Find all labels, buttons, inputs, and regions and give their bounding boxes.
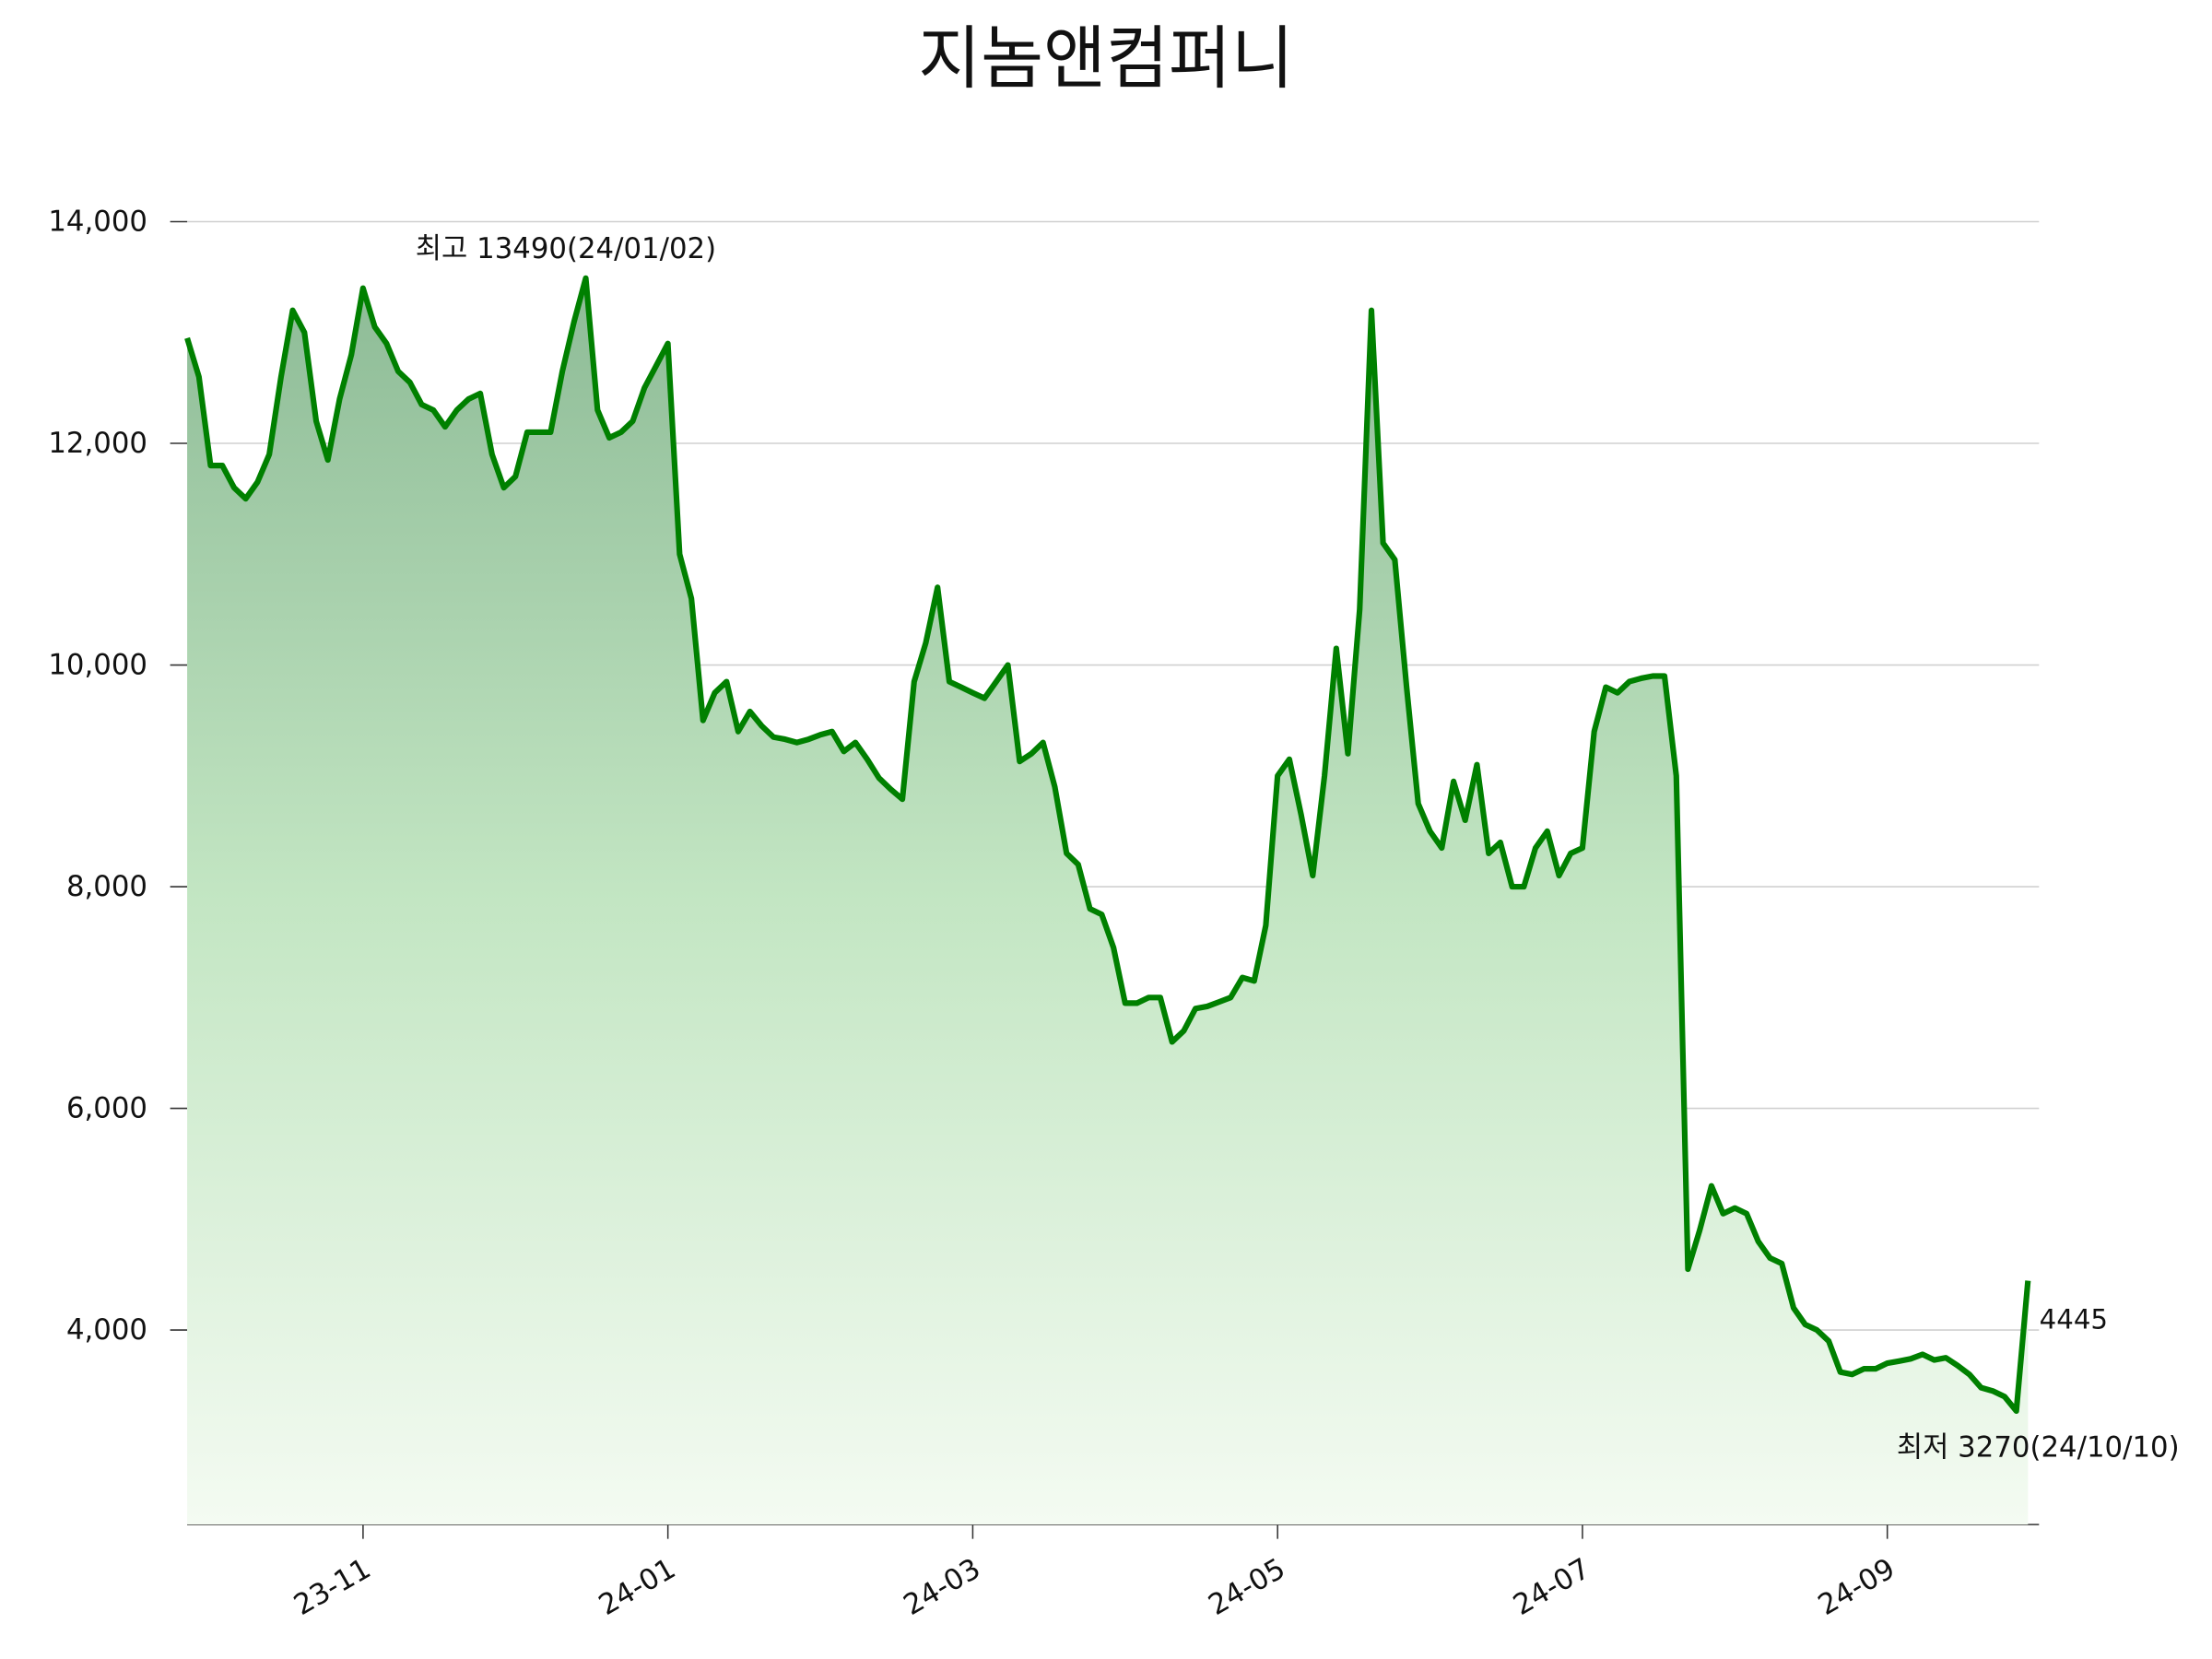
chart-title: 지놈앤컴퍼니 (918, 19, 1294, 99)
y-tick-label: 4,000 (66, 1313, 147, 1347)
x-tick-label: 24-05 (1203, 1552, 1290, 1622)
x-tick-label: 24-09 (1813, 1552, 1900, 1622)
y-tick-label: 6,000 (66, 1092, 147, 1125)
y-tick-label: 8,000 (66, 870, 147, 903)
y-tick-label: 10,000 (48, 649, 147, 682)
x-tick-label: 24-03 (898, 1552, 985, 1622)
end-value-label: 4445 (2040, 1303, 2108, 1335)
x-tick-label: 24-07 (1508, 1552, 1595, 1622)
annotation: 최고 13490(24/01/02) (416, 232, 716, 265)
annotation: 최저 3270(24/10/10) (1897, 1430, 2180, 1464)
line (184, 275, 2031, 1415)
y-tick-label: 14,000 (48, 205, 147, 238)
x-tick-label: 24-01 (594, 1552, 681, 1622)
area (187, 277, 2029, 1525)
x-tick-label: 23-11 (288, 1552, 376, 1622)
y-tick-label: 12,000 (48, 427, 147, 460)
